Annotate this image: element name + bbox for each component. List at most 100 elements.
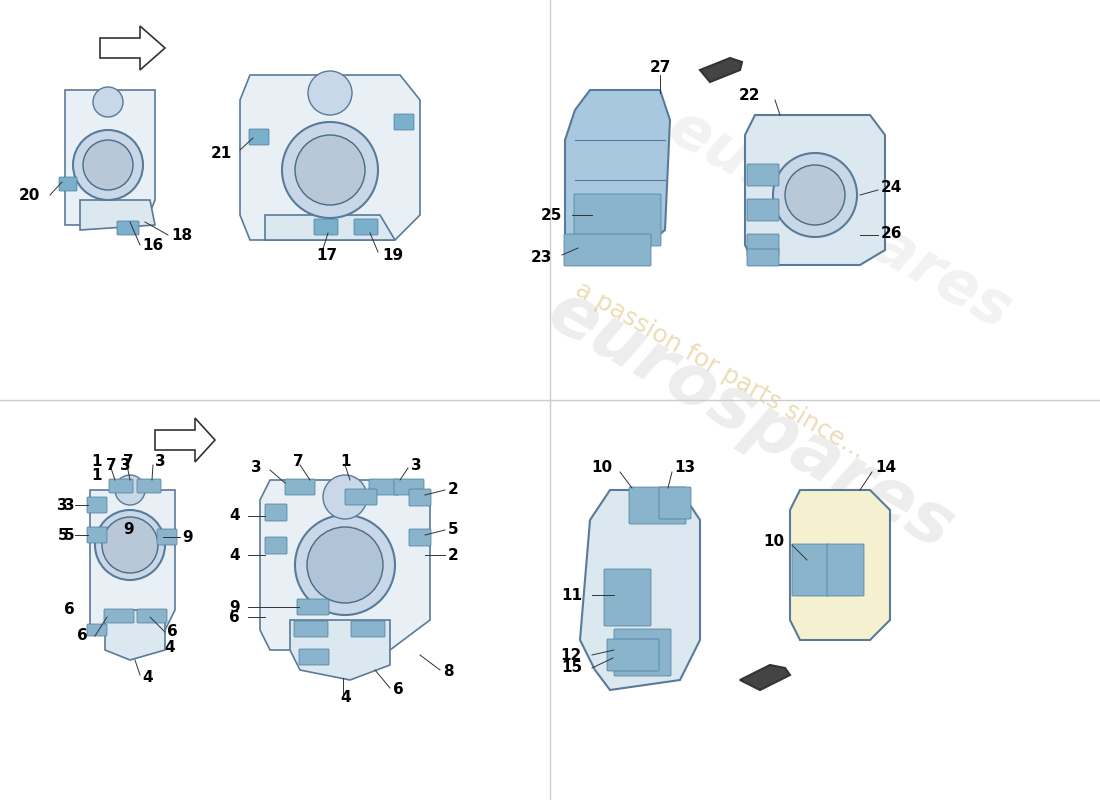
- Text: 1: 1: [340, 454, 351, 470]
- Text: a passion for parts since...: a passion for parts since...: [571, 277, 869, 463]
- FancyBboxPatch shape: [604, 569, 651, 626]
- Text: 23: 23: [530, 250, 552, 266]
- Text: 3: 3: [252, 459, 262, 474]
- FancyBboxPatch shape: [345, 489, 377, 505]
- Text: 26: 26: [881, 226, 902, 241]
- Text: 24: 24: [881, 181, 902, 195]
- Text: 9: 9: [230, 599, 240, 614]
- Text: 4: 4: [340, 690, 351, 705]
- Text: 6: 6: [229, 610, 240, 625]
- FancyBboxPatch shape: [314, 219, 338, 235]
- Text: 13: 13: [674, 461, 695, 475]
- Text: 3: 3: [64, 498, 75, 513]
- Text: 6: 6: [64, 602, 75, 618]
- Text: 16: 16: [142, 238, 163, 253]
- Text: 10: 10: [591, 461, 612, 475]
- Polygon shape: [260, 480, 430, 650]
- Text: 21: 21: [211, 146, 232, 161]
- Text: 4: 4: [142, 670, 153, 685]
- FancyBboxPatch shape: [792, 544, 829, 596]
- Text: 10: 10: [763, 534, 784, 550]
- FancyBboxPatch shape: [409, 529, 431, 546]
- Text: 7: 7: [123, 454, 133, 469]
- Text: 6: 6: [393, 682, 404, 697]
- FancyBboxPatch shape: [368, 479, 399, 495]
- Text: eurospares: eurospares: [658, 98, 1022, 342]
- Polygon shape: [580, 490, 700, 690]
- Circle shape: [295, 515, 395, 615]
- Polygon shape: [155, 418, 214, 462]
- Circle shape: [94, 87, 123, 117]
- Text: 4: 4: [230, 509, 240, 523]
- Text: 9: 9: [123, 522, 134, 538]
- FancyBboxPatch shape: [87, 624, 107, 636]
- FancyBboxPatch shape: [564, 234, 651, 266]
- FancyBboxPatch shape: [117, 221, 139, 235]
- Polygon shape: [700, 58, 743, 82]
- FancyBboxPatch shape: [157, 529, 177, 545]
- FancyBboxPatch shape: [747, 234, 779, 256]
- FancyBboxPatch shape: [409, 489, 431, 506]
- Polygon shape: [740, 665, 790, 690]
- Text: 15: 15: [561, 661, 582, 675]
- Text: 5: 5: [57, 527, 68, 542]
- Text: 9: 9: [182, 530, 192, 545]
- Text: 20: 20: [19, 187, 40, 202]
- FancyBboxPatch shape: [87, 527, 107, 543]
- Text: 5: 5: [64, 527, 75, 542]
- Text: 1: 1: [91, 454, 102, 470]
- Text: 19: 19: [382, 247, 403, 262]
- Text: 4: 4: [230, 547, 240, 562]
- Circle shape: [323, 475, 367, 519]
- Text: 5: 5: [448, 522, 459, 538]
- Text: 18: 18: [170, 227, 192, 242]
- Circle shape: [308, 71, 352, 115]
- Circle shape: [773, 153, 857, 237]
- Polygon shape: [745, 115, 886, 265]
- Text: 2: 2: [448, 547, 459, 562]
- FancyBboxPatch shape: [104, 609, 134, 623]
- FancyBboxPatch shape: [351, 621, 385, 637]
- FancyBboxPatch shape: [629, 487, 686, 524]
- FancyBboxPatch shape: [138, 479, 161, 493]
- Text: 14: 14: [874, 461, 896, 475]
- Circle shape: [295, 135, 365, 205]
- Text: 6: 6: [167, 625, 178, 639]
- FancyBboxPatch shape: [294, 621, 328, 637]
- FancyBboxPatch shape: [109, 479, 133, 493]
- Text: 6: 6: [77, 629, 88, 643]
- Circle shape: [785, 165, 845, 225]
- FancyBboxPatch shape: [607, 639, 659, 671]
- FancyBboxPatch shape: [827, 544, 864, 596]
- Polygon shape: [80, 200, 155, 230]
- FancyBboxPatch shape: [747, 249, 779, 266]
- Text: 22: 22: [738, 87, 760, 102]
- Text: 8: 8: [443, 663, 453, 678]
- Text: 7: 7: [106, 458, 117, 474]
- Polygon shape: [104, 610, 165, 660]
- FancyBboxPatch shape: [394, 114, 414, 130]
- Circle shape: [282, 122, 378, 218]
- Circle shape: [95, 510, 165, 580]
- FancyBboxPatch shape: [659, 487, 691, 519]
- FancyBboxPatch shape: [747, 164, 779, 186]
- Circle shape: [102, 517, 158, 573]
- Text: 3: 3: [57, 498, 68, 513]
- Polygon shape: [265, 215, 395, 240]
- Text: 3: 3: [120, 458, 131, 474]
- Polygon shape: [100, 26, 165, 70]
- Polygon shape: [90, 490, 175, 630]
- Circle shape: [116, 475, 145, 505]
- Text: eurospares: eurospares: [535, 276, 965, 564]
- FancyBboxPatch shape: [354, 219, 378, 235]
- FancyBboxPatch shape: [285, 479, 315, 495]
- FancyBboxPatch shape: [59, 177, 77, 191]
- FancyBboxPatch shape: [265, 537, 287, 554]
- FancyBboxPatch shape: [747, 199, 779, 221]
- Text: 25: 25: [540, 207, 562, 222]
- Text: 7: 7: [293, 454, 304, 470]
- FancyBboxPatch shape: [87, 497, 107, 513]
- FancyBboxPatch shape: [394, 479, 424, 495]
- FancyBboxPatch shape: [297, 599, 329, 615]
- Text: 11: 11: [561, 587, 582, 602]
